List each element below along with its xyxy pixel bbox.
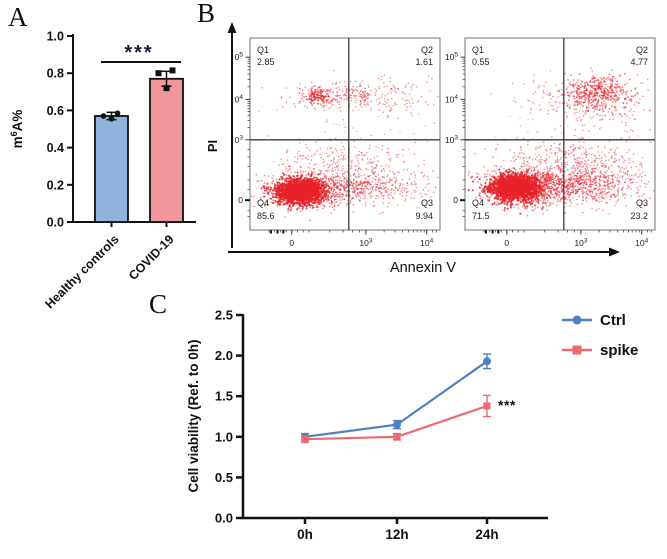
svg-text:85.6: 85.6 — [257, 211, 275, 221]
b-x-axis-label: Annexin V — [390, 260, 456, 276]
b-scatter-dots — [467, 63, 655, 217]
svg-text:03: 03 — [235, 134, 244, 145]
a-data-point — [155, 70, 162, 77]
panel-c-label: C — [149, 289, 168, 319]
panel-b-label: B — [197, 0, 216, 28]
b-bold-ticks — [460, 199, 500, 234]
c-legend-label: spike — [600, 342, 638, 359]
svg-text:0: 0 — [238, 195, 243, 205]
svg-text:04: 04 — [235, 94, 244, 105]
c-data-point-spike — [393, 433, 401, 441]
svg-text:0.6: 0.6 — [47, 104, 64, 118]
b-quadrant-stats: Q1 2.85 Q2 1.61 Q3 9.94 Q4 85.6 — [257, 45, 433, 221]
a-category-label: COVID-19 — [126, 232, 177, 283]
b-xtick-labels: 0 103 104 — [289, 238, 433, 249]
b-minor-ticks — [247, 58, 437, 233]
c-data-point-Ctrl — [393, 420, 401, 429]
panel-c-line-chart: 0.00.51.01.52.02.5 0h 12h 24h Cell viability… — [186, 308, 638, 543]
svg-text:103: 103 — [359, 238, 372, 249]
a-ytick-labels: 1.0 0.8 0.6 0.4 0.2 0.0 — [47, 30, 64, 230]
svg-text:0.8: 0.8 — [47, 67, 64, 81]
c-legend-item-spike: spike — [562, 342, 638, 359]
b-quadrant-gates — [465, 38, 655, 230]
a-significance-stars: *** — [124, 42, 153, 64]
a-bar — [94, 115, 129, 223]
b-pi-arrowhead-icon — [227, 22, 237, 33]
c-data-point-Ctrl — [483, 357, 491, 366]
b-bold-ticks — [245, 199, 285, 234]
a-data-point — [108, 116, 115, 122]
c-legend-item-Ctrl: Ctrl — [562, 312, 626, 329]
b-xtick-labels: 0 103 104 — [504, 238, 648, 249]
b-minor-ticks — [462, 58, 652, 233]
c-ytick-labels: 0.00.51.01.52.02.5 — [215, 308, 233, 526]
a-data-point — [163, 85, 170, 92]
svg-text:0.2: 0.2 — [47, 178, 64, 192]
c-legend-label: Ctrl — [600, 312, 626, 329]
b-plot-border — [464, 37, 656, 231]
svg-text:104: 104 — [420, 238, 433, 249]
svg-text:9.94: 9.94 — [415, 211, 433, 221]
a-data-point — [169, 67, 176, 74]
svg-text:1.0: 1.0 — [47, 30, 64, 44]
svg-text:0.0: 0.0 — [47, 216, 64, 230]
a-category-label: Healthy controls — [42, 232, 121, 311]
c-y-axis-label: Cell viability (Ref. to 0h) — [186, 339, 201, 492]
c-significance-stars: *** — [498, 397, 516, 413]
panel-a-bar-chart: 1.0 0.8 0.6 0.4 0.2 0.0 *** Healthy controls COV… — [9, 30, 196, 311]
svg-text:0: 0 — [289, 238, 294, 248]
svg-text:2.85: 2.85 — [257, 57, 275, 67]
panel-a-label: A — [8, 2, 28, 32]
svg-text:Q3: Q3 — [421, 198, 433, 208]
svg-text:05: 05 — [235, 52, 244, 63]
svg-text:Q1: Q1 — [257, 45, 269, 55]
a-axes — [67, 34, 196, 227]
b-scatter-dots — [251, 69, 439, 222]
svg-text:Q4: Q4 — [257, 198, 269, 208]
svg-text:Q2: Q2 — [421, 45, 433, 55]
b-ytick-labels: 05 04 03 0 — [235, 52, 244, 205]
b-pi-axis-label: PI — [205, 140, 220, 152]
a-y-axis-label: m6A% — [9, 110, 25, 149]
svg-text:1.61: 1.61 — [415, 57, 433, 67]
c-axes — [236, 313, 548, 524]
b-plot-border — [249, 37, 441, 231]
c-data-point-spike — [301, 435, 309, 443]
c-xtick-labels: 0h 12h 24h — [297, 527, 499, 542]
b-x-arrowhead-icon — [609, 247, 620, 257]
a-bar — [149, 77, 184, 223]
a-data-point — [114, 110, 121, 116]
b-quadrant-gates — [250, 38, 440, 230]
svg-text:0.4: 0.4 — [47, 141, 64, 155]
c-data-point-spike — [483, 402, 491, 410]
a-data-point — [100, 113, 107, 119]
